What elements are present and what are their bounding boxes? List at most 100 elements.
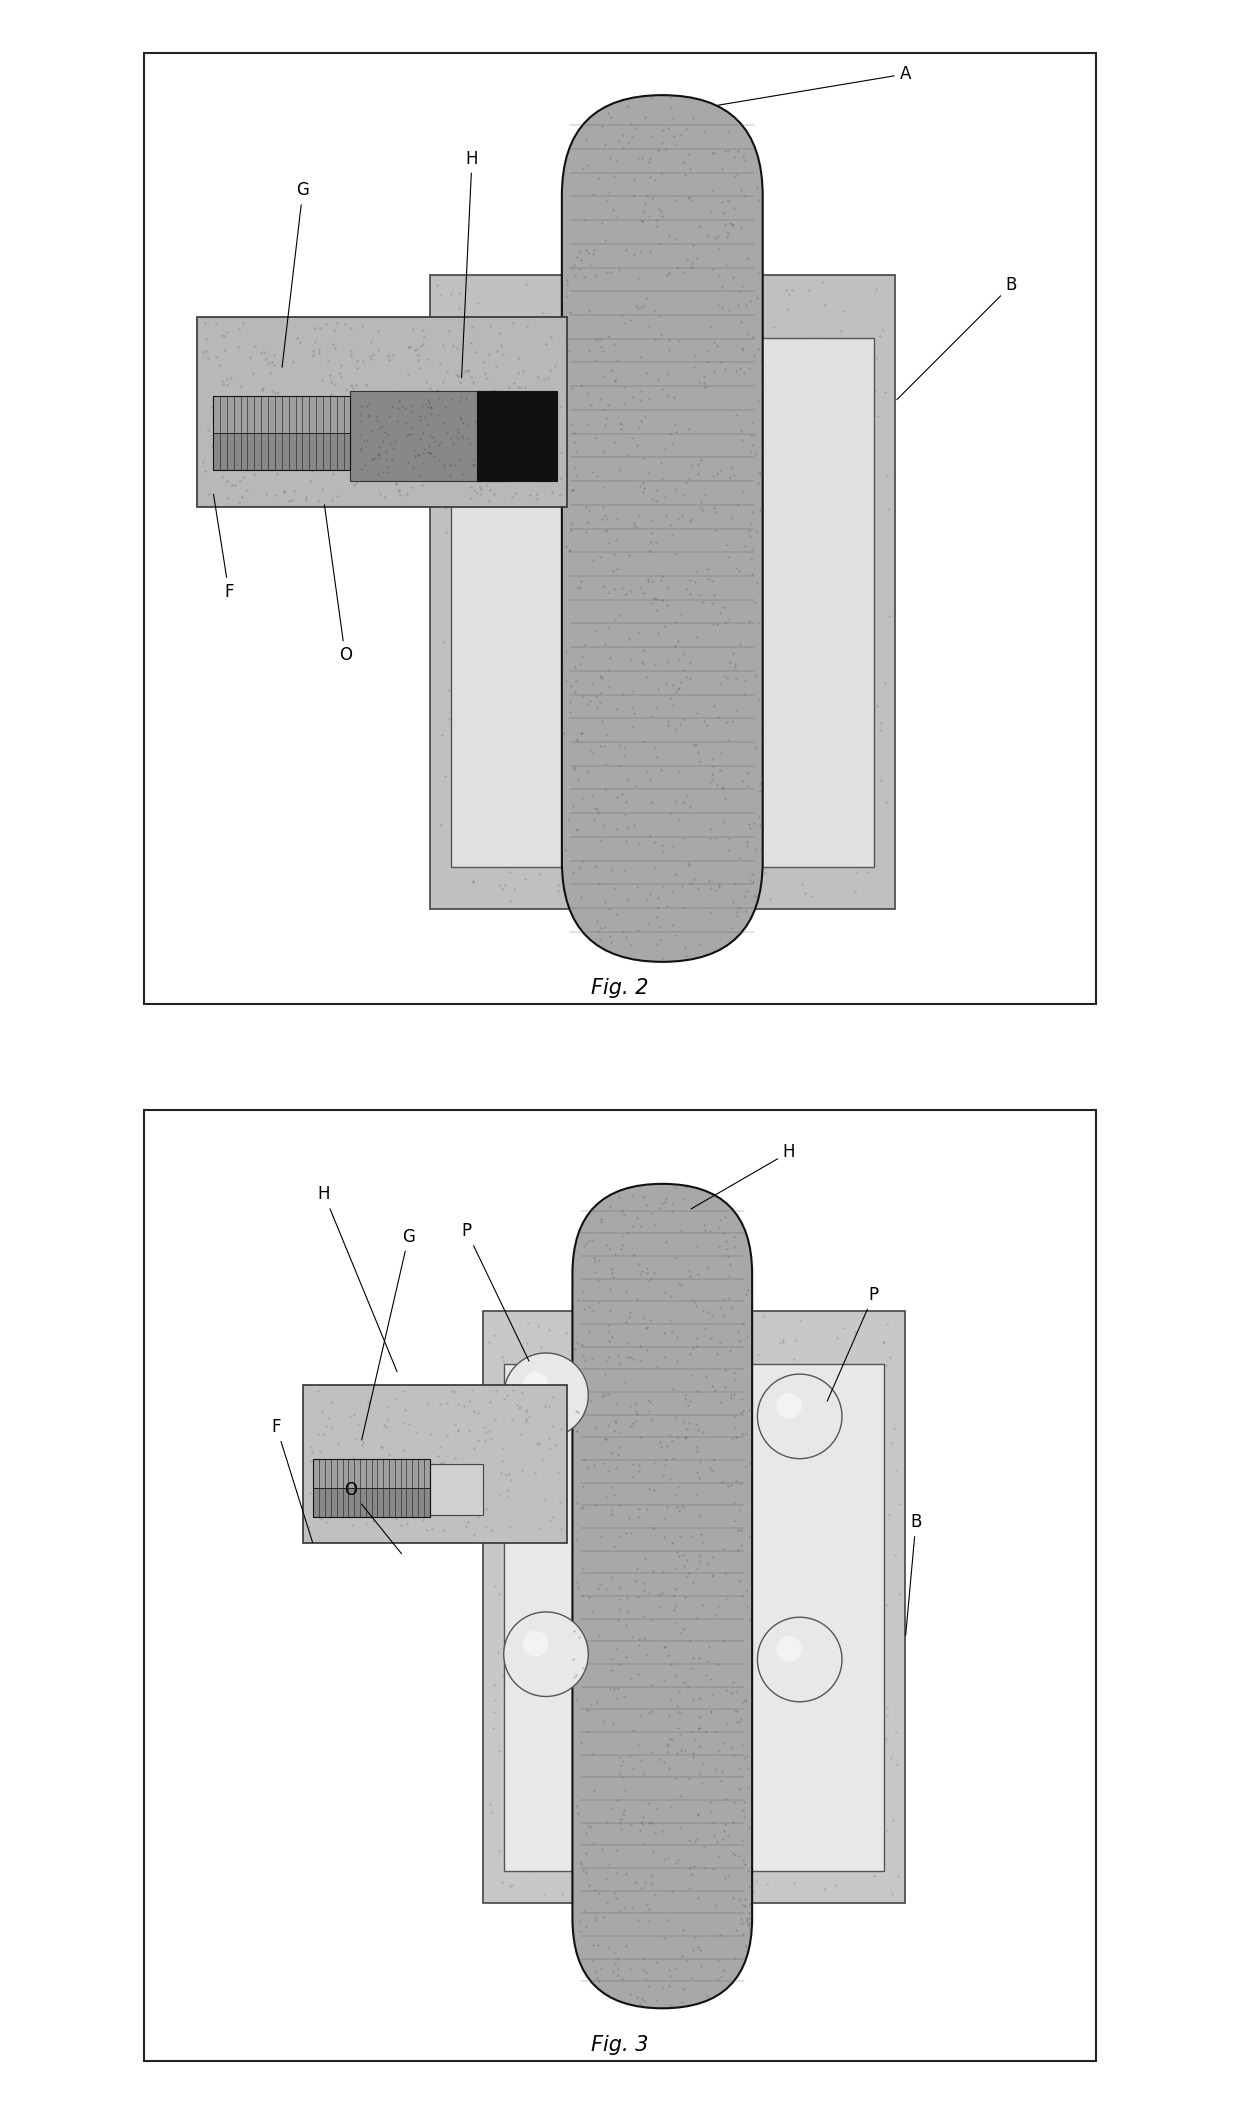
Point (217, 315, 237, 349)
Point (711, 1960, 730, 1994)
Point (210, 446, 229, 480)
Point (352, 431, 372, 465)
Point (414, 319, 434, 353)
Point (614, 387, 634, 421)
Point (449, 421, 469, 455)
Point (663, 1575, 683, 1609)
Point (595, 793, 615, 827)
Point (718, 541, 738, 575)
Point (739, 1520, 759, 1554)
Point (719, 207, 739, 241)
Point (624, 1342, 644, 1376)
Point (660, 80, 680, 114)
Point (616, 1609, 636, 1643)
Point (737, 824, 756, 858)
Point (606, 898, 626, 932)
Point (791, 351, 811, 385)
Point (575, 490, 595, 524)
Point (742, 533, 761, 567)
Point (616, 1640, 636, 1674)
Point (255, 342, 275, 376)
Point (861, 359, 880, 393)
Point (258, 347, 278, 381)
Point (846, 875, 866, 909)
Point (449, 442, 469, 476)
Point (564, 753, 584, 786)
Point (878, 1588, 898, 1621)
Point (529, 797, 549, 831)
Point (246, 423, 265, 457)
Point (569, 818, 589, 852)
Point (496, 1425, 516, 1459)
Point (497, 1378, 517, 1412)
Point (630, 410, 650, 444)
Point (603, 1706, 622, 1740)
Point (658, 1662, 678, 1695)
Point (704, 1465, 724, 1499)
Point (880, 1425, 900, 1459)
Text: Fig. 2: Fig. 2 (591, 979, 649, 998)
Point (693, 850, 713, 884)
Point (570, 850, 590, 884)
Point (598, 1315, 618, 1349)
Point (751, 723, 771, 757)
Point (724, 867, 744, 901)
Point (605, 1533, 625, 1566)
Point (557, 1317, 577, 1351)
Point (410, 351, 430, 385)
Bar (314, 1459, 430, 1488)
Point (666, 1552, 686, 1586)
Point (341, 334, 361, 368)
Point (688, 871, 708, 905)
Point (408, 459, 428, 493)
Point (453, 1497, 472, 1531)
Point (432, 425, 451, 459)
Point (476, 457, 496, 490)
Point (570, 368, 590, 402)
Point (583, 1928, 603, 1962)
Point (722, 1467, 742, 1501)
Point (486, 1374, 506, 1408)
Point (422, 1463, 441, 1497)
Point (248, 450, 268, 484)
Point (831, 596, 851, 630)
Point (475, 345, 495, 378)
Point (463, 433, 482, 467)
Point (743, 495, 763, 528)
Point (634, 1757, 653, 1791)
Point (694, 651, 714, 685)
Point (656, 1224, 676, 1258)
Point (357, 389, 377, 423)
Point (552, 435, 572, 469)
Point (883, 1803, 903, 1837)
Point (370, 478, 389, 512)
Point (688, 1412, 708, 1446)
Point (578, 505, 598, 539)
Point (603, 854, 622, 888)
Point (492, 1444, 512, 1478)
Point (682, 769, 702, 803)
Point (874, 1325, 894, 1359)
Point (857, 856, 877, 890)
Point (661, 602, 681, 636)
Point (657, 1903, 677, 1936)
Point (713, 197, 733, 230)
Point (475, 793, 495, 827)
Point (678, 1670, 698, 1704)
Point (520, 689, 539, 723)
Point (604, 334, 624, 368)
Point (683, 101, 703, 135)
Point (544, 1843, 564, 1877)
Point (655, 268, 675, 302)
Point (500, 622, 520, 655)
Point (609, 1438, 629, 1471)
Point (730, 1323, 750, 1357)
Point (391, 378, 410, 412)
Point (753, 1824, 773, 1858)
Point (711, 1672, 730, 1706)
Point (836, 590, 856, 624)
Point (511, 818, 531, 852)
Point (351, 457, 371, 490)
Point (527, 478, 547, 512)
Point (665, 1416, 684, 1450)
